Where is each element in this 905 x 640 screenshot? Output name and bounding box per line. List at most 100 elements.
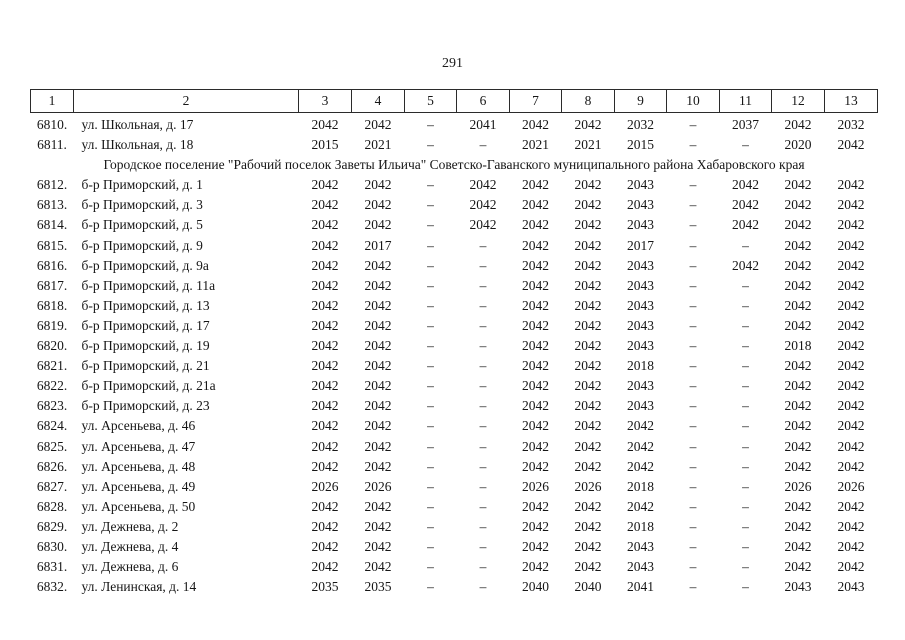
year-cell: 2043 xyxy=(627,559,654,575)
year-cell: – xyxy=(742,518,749,534)
year-cell: – xyxy=(689,297,697,313)
year-cell: – xyxy=(479,358,487,374)
table-row: 6831. ул. Дежнева, д. 6 2042 2042 – – 2042 2042… xyxy=(31,557,878,577)
address-cell: б-р Приморский, д. 1 xyxy=(81,177,203,193)
year-cell: 2042 xyxy=(469,177,497,193)
year-cell: – xyxy=(689,458,697,474)
year-cell: – xyxy=(742,378,749,394)
year-cell: 2042 xyxy=(627,458,654,474)
year-cell: 2043 xyxy=(627,297,654,313)
section-header-label: Городское поселение "Рабочий поселок Зав… xyxy=(103,157,805,173)
row-number: 6812. xyxy=(36,177,68,193)
year-cell: 2042 xyxy=(837,438,865,454)
year-cell: – xyxy=(689,237,697,253)
year-cell: 2042 xyxy=(574,498,602,514)
year-cell: 2042 xyxy=(732,217,759,233)
year-cell: 2043 xyxy=(627,217,654,233)
year-cell: 2042 xyxy=(522,297,549,313)
year-cell: 2042 xyxy=(574,418,602,434)
year-cell: 2041 xyxy=(627,579,654,595)
year-cell: 2042 xyxy=(837,317,865,333)
year-cell: 2042 xyxy=(364,177,392,193)
year-cell: 2042 xyxy=(311,117,339,132)
year-cell: 2042 xyxy=(837,177,865,193)
year-cell: 2035 xyxy=(364,579,392,595)
year-cell: – xyxy=(689,277,697,293)
year-cell: 2042 xyxy=(784,317,812,333)
year-cell: 2042 xyxy=(522,378,549,394)
column-header: 10 xyxy=(666,89,720,113)
year-cell: 2043 xyxy=(627,177,654,193)
table-row: 6811. ул. Школьная, д. 18 2015 2021 – – 2021 20… xyxy=(31,135,878,155)
year-cell: 2042 xyxy=(311,257,339,273)
year-cell: – xyxy=(742,137,749,153)
year-cell: – xyxy=(479,498,487,514)
year-cell: – xyxy=(479,297,487,313)
year-cell: 2042 xyxy=(837,458,865,474)
year-cell: – xyxy=(689,579,697,595)
year-cell: 2041 xyxy=(469,117,497,132)
year-cell: 2017 xyxy=(627,237,654,253)
year-cell: – xyxy=(689,338,697,354)
year-cell: 2042 xyxy=(837,418,865,434)
year-cell: 2042 xyxy=(784,237,812,253)
row-number: 6816. xyxy=(36,257,68,273)
year-cell: 2042 xyxy=(311,559,339,575)
year-cell: – xyxy=(427,498,434,514)
year-cell: – xyxy=(479,257,487,273)
year-cell: 2043 xyxy=(784,579,812,595)
row-number: 6822. xyxy=(36,378,68,394)
year-cell: 2042 xyxy=(574,117,602,132)
address-year-table: 1 2 3 4 5 6 7 8 9 10 11 12 13 6810. ул. Школьная, д. … xyxy=(30,89,878,597)
year-cell: – xyxy=(427,559,434,575)
page-number: 291 xyxy=(442,56,463,71)
year-cell: 2042 xyxy=(311,197,339,213)
address-cell: б-р Приморский, д. 23 xyxy=(81,398,210,414)
year-cell: 2042 xyxy=(311,217,339,233)
year-cell: 2042 xyxy=(522,117,549,132)
year-cell: – xyxy=(742,579,749,595)
year-cell: – xyxy=(427,117,434,132)
row-number: 6823. xyxy=(36,398,68,414)
address-cell: б-р Приморский, д. 17 xyxy=(81,317,210,333)
year-cell: 2042 xyxy=(574,338,602,354)
row-number: 6821. xyxy=(36,358,68,374)
year-cell: 2043 xyxy=(627,317,654,333)
year-cell: 2042 xyxy=(311,358,339,374)
table-header: 1 2 3 4 5 6 7 8 9 10 11 12 13 xyxy=(30,89,878,113)
year-cell: – xyxy=(479,378,487,394)
year-cell: 2042 xyxy=(837,277,865,293)
address-cell: ул. Школьная, д. 18 xyxy=(81,137,194,153)
year-cell: – xyxy=(427,579,434,595)
row-number: 6830. xyxy=(36,538,68,554)
year-cell: 2043 xyxy=(627,538,654,554)
year-cell: 2042 xyxy=(364,358,392,374)
table-row: 6817. б-р Приморский, д. 11а 2042 2042 – – 204… xyxy=(31,276,878,296)
year-cell: 2042 xyxy=(522,317,549,333)
address-cell: ул. Дежнева, д. 2 xyxy=(81,518,179,534)
year-cell: 2042 xyxy=(574,297,602,313)
year-cell: – xyxy=(689,257,697,273)
table-row: 6812. б-р Приморский, д. 1 2042 2042 – 2042 20… xyxy=(31,175,878,195)
row-number: 6827. xyxy=(36,478,68,494)
address-cell: ул. Дежнева, д. 6 xyxy=(81,559,179,575)
year-cell: 2042 xyxy=(311,458,339,474)
year-cell: 2042 xyxy=(522,559,549,575)
year-cell: 2042 xyxy=(364,538,392,554)
address-cell: б-р Приморский, д. 19 xyxy=(81,338,210,354)
column-header: 4 xyxy=(351,89,405,113)
row-number: 6824. xyxy=(36,418,68,434)
table-row: 6814. б-р Приморский, д. 5 2042 2042 – 2042 20… xyxy=(31,215,878,235)
year-cell: – xyxy=(427,438,434,454)
year-cell: 2042 xyxy=(837,398,865,414)
column-header: 12 xyxy=(771,89,825,113)
year-cell: 2042 xyxy=(364,518,392,534)
year-cell: – xyxy=(689,137,697,153)
year-cell: 2018 xyxy=(627,358,654,374)
year-cell: 2042 xyxy=(784,518,812,534)
year-cell: 2018 xyxy=(784,338,812,354)
year-cell: – xyxy=(689,559,697,575)
year-cell: – xyxy=(479,478,487,494)
address-cell: б-р Приморский, д. 21 xyxy=(81,358,210,374)
year-cell: 2043 xyxy=(627,338,654,354)
